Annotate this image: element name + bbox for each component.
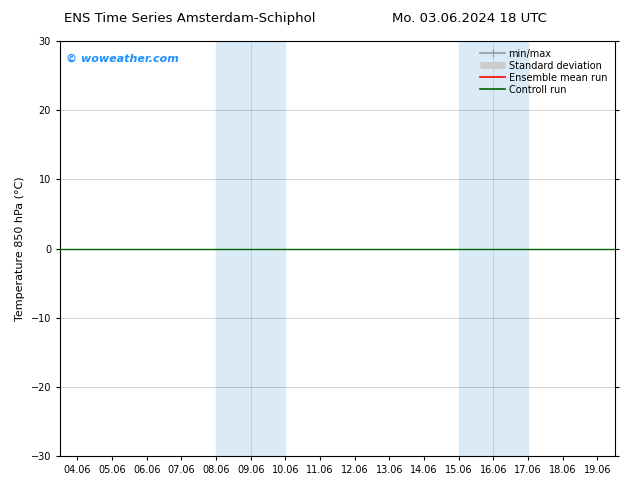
Bar <box>216 41 285 456</box>
Y-axis label: Temperature 850 hPa (°C): Temperature 850 hPa (°C) <box>15 176 25 321</box>
Text: ENS Time Series Amsterdam-Schiphol: ENS Time Series Amsterdam-Schiphol <box>65 12 316 25</box>
Text: © woweather.com: © woweather.com <box>66 53 179 64</box>
Text: Mo. 03.06.2024 18 UTC: Mo. 03.06.2024 18 UTC <box>392 12 547 25</box>
Legend: min/max, Standard deviation, Ensemble mean run, Controll run: min/max, Standard deviation, Ensemble me… <box>477 46 610 98</box>
Bar <box>459 41 528 456</box>
